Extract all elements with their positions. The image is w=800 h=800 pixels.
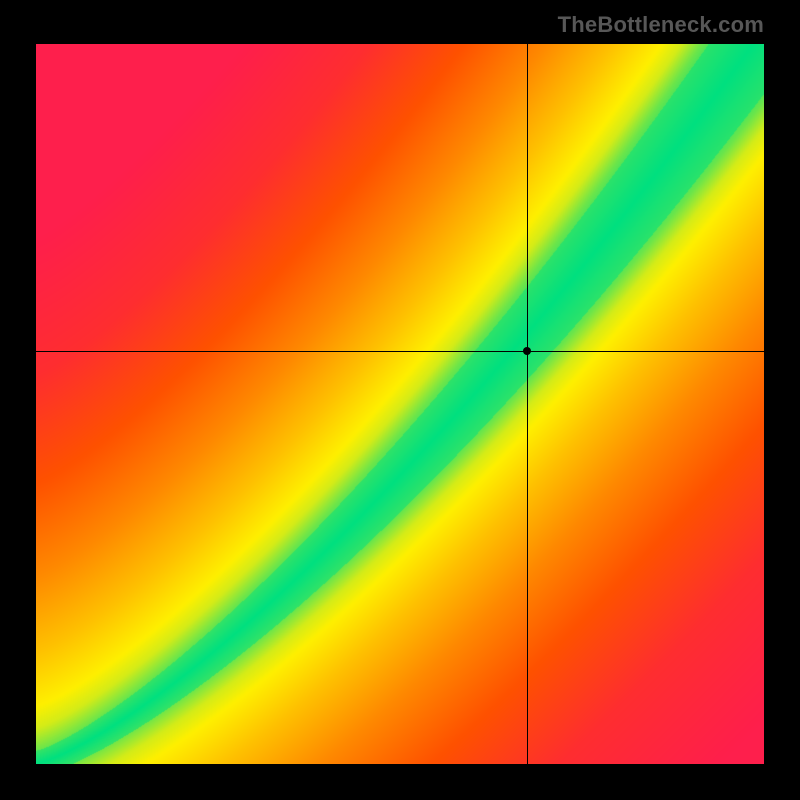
heatmap-plot xyxy=(36,44,764,764)
watermark-text: TheBottleneck.com xyxy=(558,12,764,38)
crosshair-marker xyxy=(523,347,531,355)
crosshair-vertical xyxy=(527,44,528,764)
figure-container: TheBottleneck.com xyxy=(0,0,800,800)
heatmap-canvas xyxy=(36,44,764,764)
crosshair-horizontal xyxy=(36,351,764,352)
